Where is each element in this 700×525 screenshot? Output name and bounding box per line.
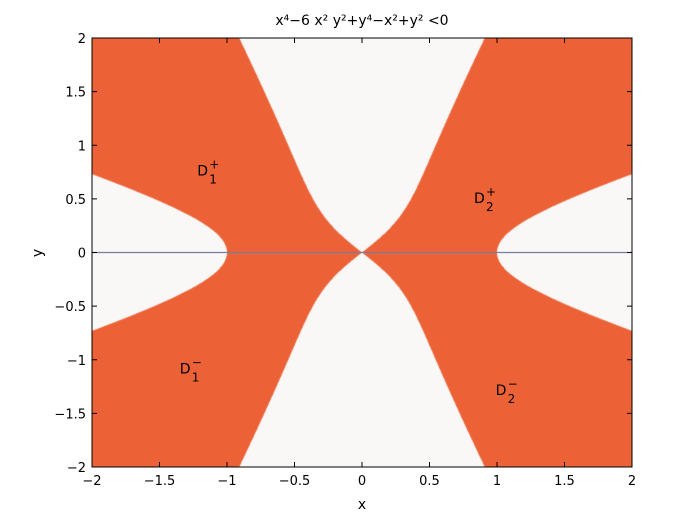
y-tick-label: 1.5	[65, 86, 86, 101]
y-axis-label: y	[30, 249, 46, 257]
region-label-base: D	[197, 163, 208, 179]
region-label: D +1	[197, 157, 219, 186]
chart-title: x⁴−6 x² y²+y⁴−x²+y² <0	[275, 13, 448, 29]
x-tick-label: 0	[358, 474, 366, 489]
y-tick-label: −0.5	[54, 300, 86, 315]
x-tick-label: −0.5	[279, 474, 311, 489]
y-tick-label: −1	[67, 354, 86, 369]
region-label-sup: +	[209, 157, 219, 171]
region-label-sub: 1	[192, 371, 200, 385]
x-tick-label: −2	[82, 474, 101, 489]
region-label-sup: −	[192, 356, 202, 370]
region-label-base: D	[180, 362, 191, 378]
region-label-sub: 2	[508, 392, 516, 406]
y-tick-label: 1	[78, 139, 86, 154]
x-tick-label: 2	[628, 474, 636, 489]
x-tick-label: −1.5	[144, 474, 176, 489]
y-tick-label: −1.5	[54, 407, 86, 422]
region-label-sup: −	[508, 377, 518, 391]
y-tick-label: 2	[78, 32, 86, 47]
region-label-sub: 1	[209, 172, 217, 186]
x-tick-label: 1	[493, 474, 501, 489]
region-label: D −1	[180, 356, 202, 385]
region-label: D +2	[474, 185, 496, 214]
region-label-base: D	[474, 191, 485, 207]
x-axis-label: x	[358, 497, 366, 513]
x-tick-label: 0.5	[419, 474, 440, 489]
x-tick-label: −1	[217, 474, 236, 489]
region-label-sub: 2	[486, 200, 494, 214]
region-label-base: D	[496, 383, 507, 399]
region-label: D −2	[496, 377, 518, 406]
y-tick-label: −2	[67, 461, 86, 476]
y-tick-label: 0	[78, 247, 86, 262]
region-label-sup: +	[486, 185, 496, 199]
y-tick-label: 0.5	[65, 193, 86, 208]
x-tick-label: 1.5	[554, 474, 575, 489]
